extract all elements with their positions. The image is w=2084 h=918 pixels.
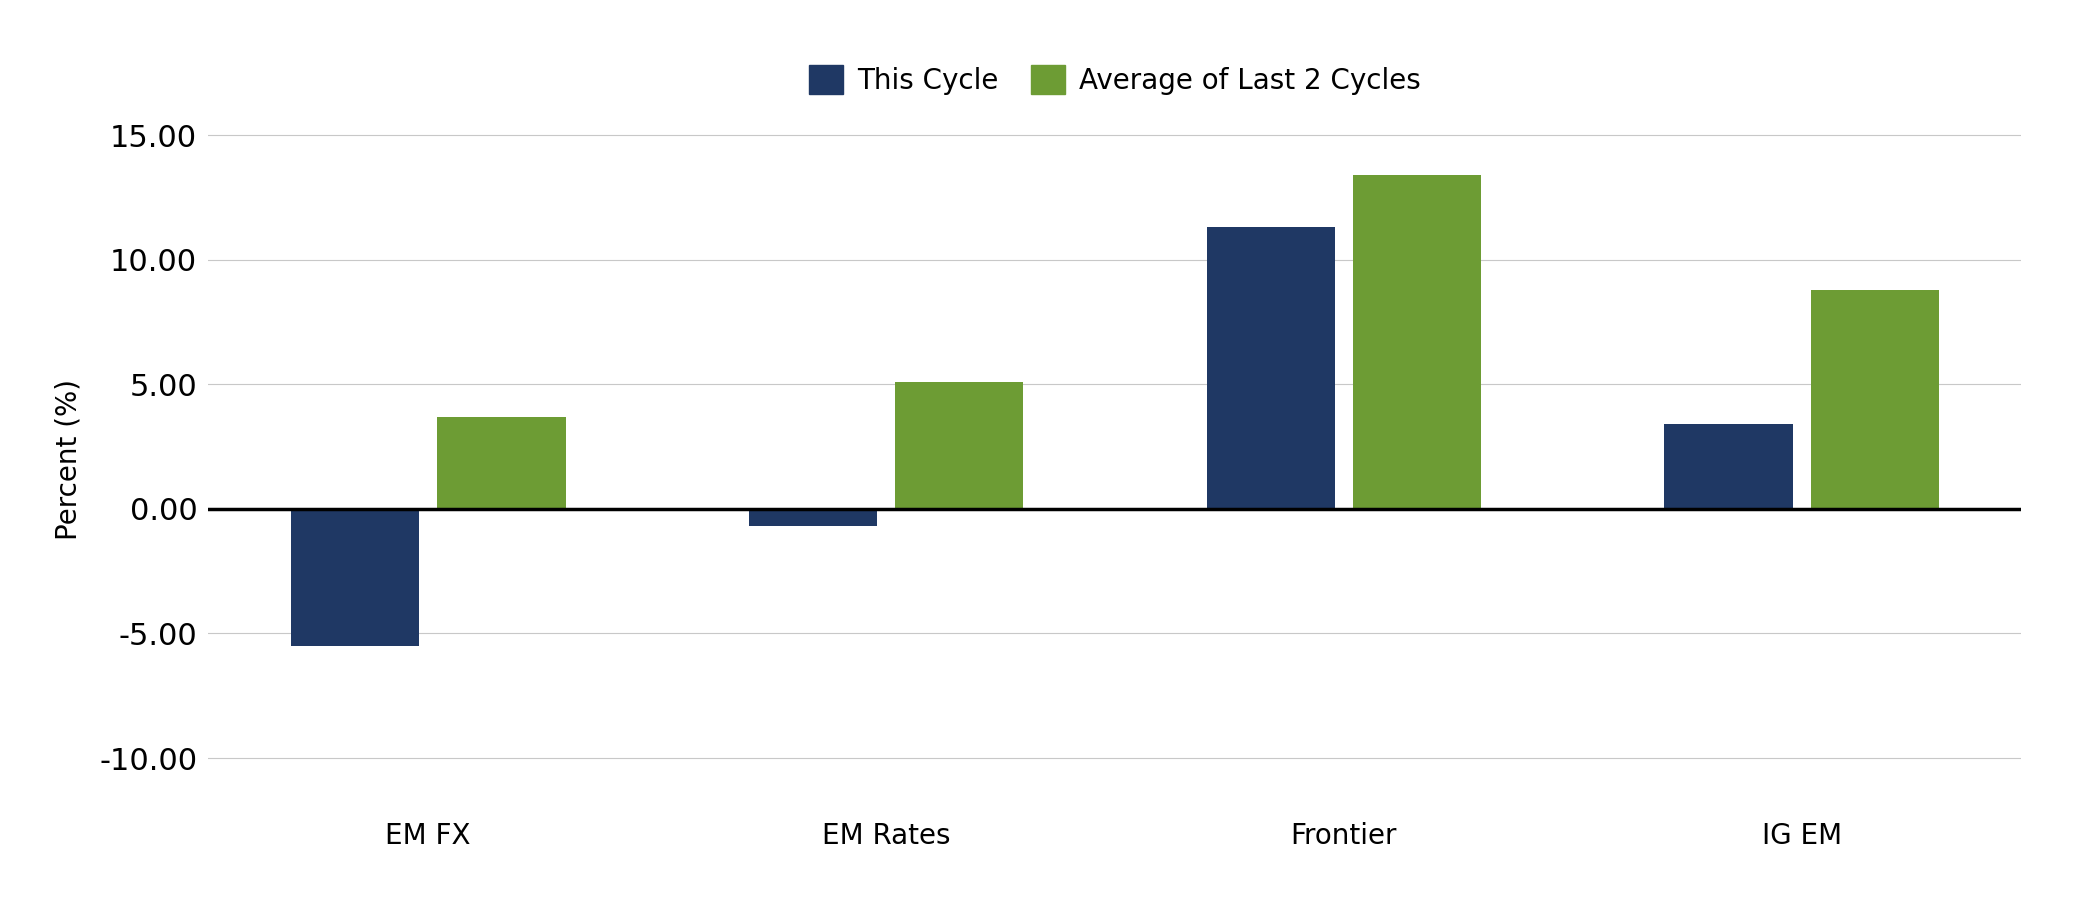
Bar [1665, 424, 1792, 509]
Legend: This Cycle, Average of Last 2 Cycles: This Cycle, Average of Last 2 Cycles [798, 54, 1432, 106]
Bar [1811, 289, 1938, 509]
Bar [1353, 175, 1482, 509]
Bar [292, 509, 419, 646]
Bar [748, 509, 877, 526]
Bar [896, 382, 1023, 509]
Bar [1207, 228, 1334, 509]
Y-axis label: Percent (%): Percent (%) [54, 378, 83, 540]
Bar [438, 417, 565, 509]
